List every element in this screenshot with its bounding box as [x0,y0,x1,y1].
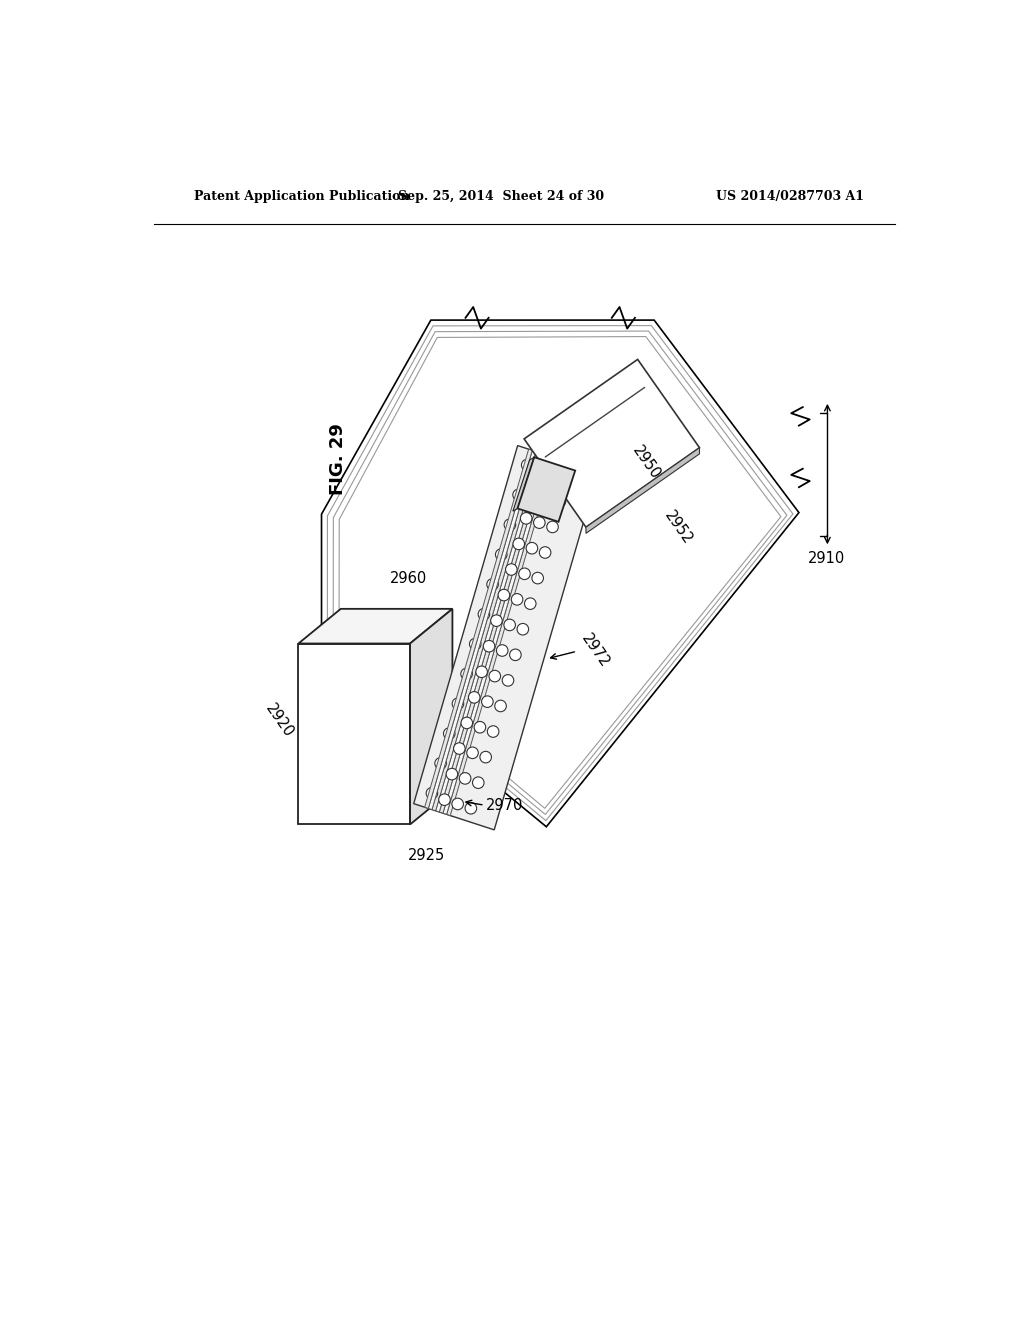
Circle shape [504,519,516,531]
Polygon shape [586,447,699,533]
Polygon shape [425,449,532,808]
Circle shape [540,546,551,558]
Circle shape [446,768,458,780]
Circle shape [481,696,494,708]
Circle shape [469,639,481,649]
Circle shape [504,619,515,631]
Circle shape [461,668,472,680]
Circle shape [480,751,492,763]
Circle shape [536,462,547,473]
Circle shape [541,491,553,503]
Circle shape [513,490,524,500]
Circle shape [453,698,464,710]
Circle shape [524,598,536,610]
Polygon shape [333,331,786,814]
Circle shape [554,495,565,507]
Polygon shape [513,457,535,511]
Circle shape [496,549,507,560]
Polygon shape [414,446,598,830]
Circle shape [490,615,502,627]
Circle shape [526,543,538,554]
Circle shape [483,640,495,652]
Polygon shape [432,451,540,810]
Polygon shape [428,450,536,809]
Text: 2972: 2972 [579,631,612,671]
Circle shape [478,609,489,620]
Polygon shape [339,337,781,808]
Circle shape [561,470,573,482]
Circle shape [474,722,485,733]
Text: 2910: 2910 [808,552,846,566]
Circle shape [454,743,465,754]
Circle shape [498,589,510,601]
Polygon shape [298,644,410,825]
Polygon shape [298,609,453,644]
Circle shape [487,726,499,738]
Circle shape [517,623,528,635]
Circle shape [443,727,455,739]
Polygon shape [328,326,793,821]
Circle shape [527,487,540,499]
Circle shape [476,667,487,677]
Text: FIG. 29: FIG. 29 [330,422,347,495]
Text: Patent Application Publication: Patent Application Publication [194,190,410,202]
Text: 2925: 2925 [408,847,445,862]
Circle shape [486,578,499,590]
Circle shape [534,517,545,528]
Circle shape [519,568,530,579]
Circle shape [502,675,514,686]
Circle shape [465,803,476,814]
Circle shape [461,717,472,729]
Circle shape [513,539,524,549]
Polygon shape [451,458,558,817]
Polygon shape [410,609,453,825]
Circle shape [426,788,437,799]
Circle shape [452,799,464,809]
Text: 2920: 2920 [262,701,296,741]
Circle shape [521,459,534,471]
Text: US 2014/0287703 A1: US 2014/0287703 A1 [716,190,864,202]
Circle shape [495,700,506,711]
Circle shape [547,521,558,533]
Circle shape [531,573,544,583]
Polygon shape [435,453,544,812]
Circle shape [489,671,501,682]
Circle shape [468,692,480,704]
Text: 2960: 2960 [390,570,427,586]
Polygon shape [446,457,554,816]
Circle shape [438,793,451,805]
Polygon shape [443,455,551,814]
Circle shape [511,594,523,605]
Text: 2970: 2970 [486,797,523,813]
Polygon shape [524,359,699,527]
Text: 2950: 2950 [630,444,664,482]
Text: Sep. 25, 2014  Sheet 24 of 30: Sep. 25, 2014 Sheet 24 of 30 [398,190,604,202]
Polygon shape [322,321,799,826]
Circle shape [460,772,471,784]
Circle shape [435,758,446,770]
Circle shape [520,512,531,524]
Circle shape [467,747,478,759]
Circle shape [497,644,508,656]
Polygon shape [439,454,547,813]
Polygon shape [517,457,575,521]
Circle shape [472,777,484,788]
Text: 2952: 2952 [662,508,695,548]
Circle shape [549,466,560,478]
Circle shape [510,649,521,660]
Circle shape [506,564,517,576]
